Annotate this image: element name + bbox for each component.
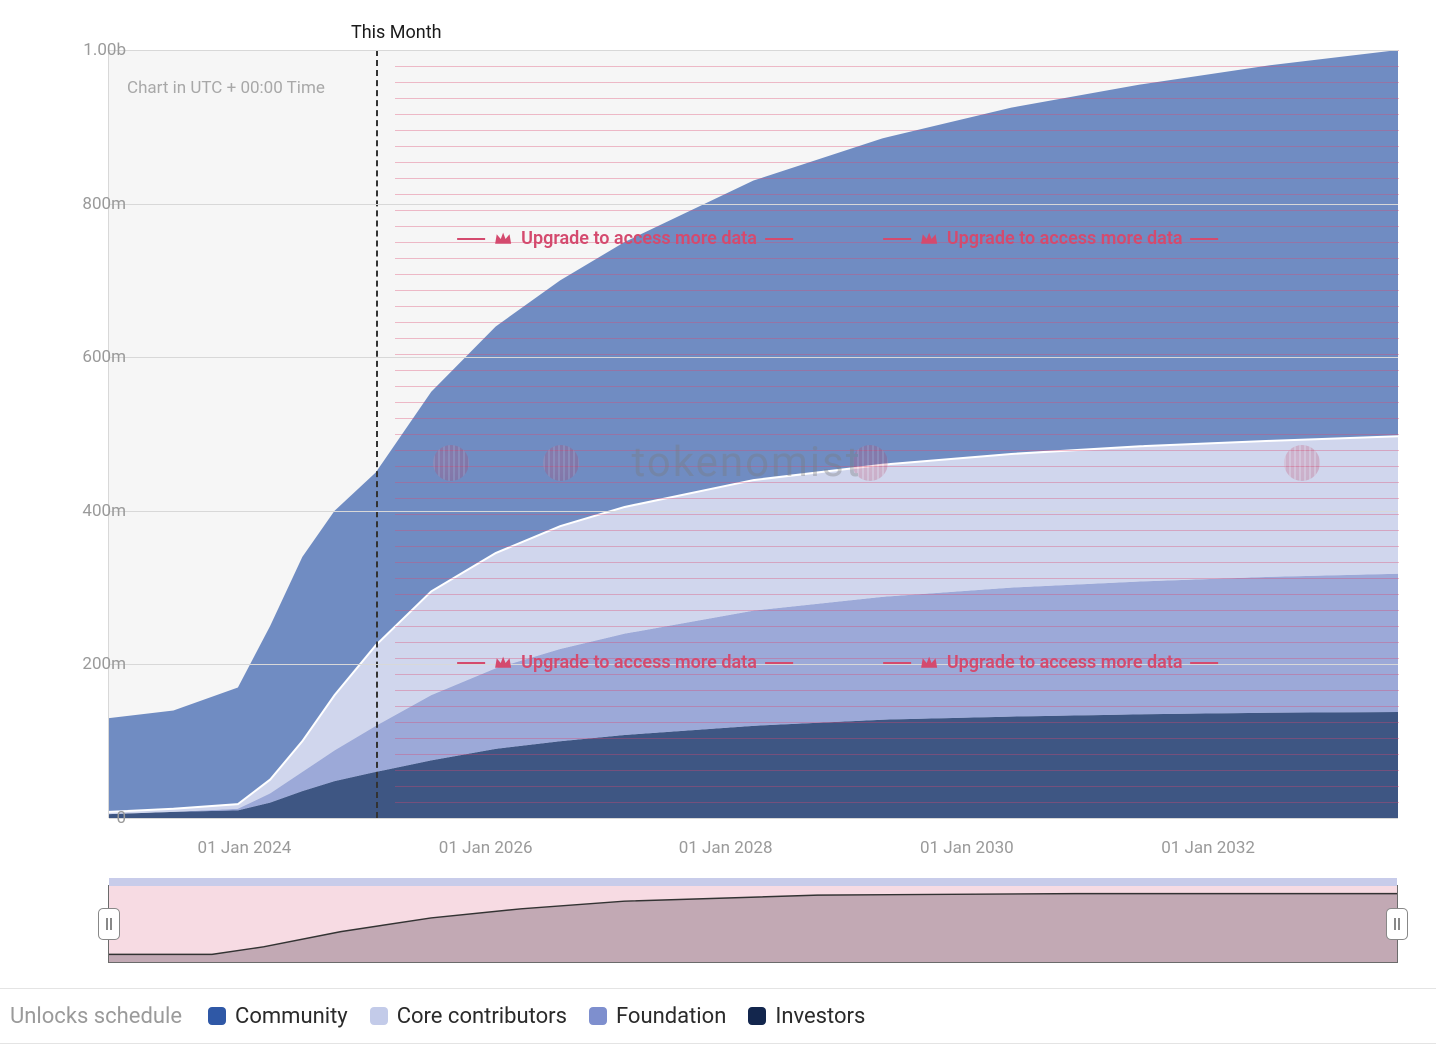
y-axis-tick: 800m <box>46 194 126 214</box>
x-axis-tick: 01 Jan 2026 <box>439 838 533 858</box>
upgrade-cta-text: Upgrade to access more data <box>521 652 757 673</box>
gridline <box>109 204 1398 205</box>
this-month-label: This Month <box>351 22 442 43</box>
legend-label: Foundation <box>616 1004 726 1029</box>
legend-title: Unlocks schedule <box>10 1004 182 1029</box>
crown-icon <box>919 655 939 671</box>
legend-label: Core contributors <box>397 1004 567 1029</box>
x-axis-tick: 01 Jan 2032 <box>1161 838 1255 858</box>
navigator-top-strip <box>109 878 1397 886</box>
gridline <box>109 50 1398 51</box>
upgrade-cta-text: Upgrade to access more data <box>947 228 1183 249</box>
gridline <box>109 511 1398 512</box>
y-axis-tick: 0 <box>46 808 126 828</box>
this-month-vline <box>376 50 378 818</box>
legend-swatch <box>370 1007 388 1025</box>
crown-icon <box>493 655 513 671</box>
navigator-handle-right[interactable] <box>1386 908 1408 940</box>
legend-label: Community <box>235 1004 348 1029</box>
plot-area[interactable]: Chart in UTC + 00:00 Time tokenomist 01 … <box>108 50 1398 818</box>
gridline <box>109 357 1398 358</box>
chart-container: This Month Chart in UTC + 00:00 Time tok… <box>10 10 1426 980</box>
upgrade-cta-text: Upgrade to access more data <box>521 228 757 249</box>
utc-timezone-note: Chart in UTC + 00:00 Time <box>127 78 325 98</box>
legend-swatch <box>589 1007 607 1025</box>
upgrade-cta[interactable]: Upgrade to access more data <box>457 652 793 673</box>
y-axis-tick: 600m <box>46 347 126 367</box>
upgrade-cta[interactable]: Upgrade to access more data <box>883 652 1219 673</box>
legend-label: Investors <box>775 1004 865 1029</box>
x-axis-tick: 01 Jan 2028 <box>679 838 773 858</box>
y-axis-tick: 400m <box>46 501 126 521</box>
legend-swatch <box>208 1007 226 1025</box>
legend-item[interactable]: Core contributors <box>370 1004 567 1029</box>
x-axis-tick: 01 Jan 2030 <box>920 838 1014 858</box>
gridline <box>109 818 1398 819</box>
stacked-area-svg <box>109 50 1398 818</box>
crown-icon <box>919 231 939 247</box>
legend-item[interactable]: Investors <box>748 1004 865 1029</box>
navigator-handle-left[interactable] <box>98 908 120 940</box>
x-axis-tick: 01 Jan 2024 <box>198 838 292 858</box>
legend: Unlocks schedule Community Core contribut… <box>0 988 1436 1044</box>
y-axis-tick: 200m <box>46 654 126 674</box>
range-navigator[interactable] <box>108 885 1398 963</box>
upgrade-cta[interactable]: Upgrade to access more data <box>883 228 1219 249</box>
upgrade-cta-text: Upgrade to access more data <box>947 652 1183 673</box>
upgrade-cta[interactable]: Upgrade to access more data <box>457 228 793 249</box>
legend-swatch <box>748 1007 766 1025</box>
y-axis-tick: 1.00b <box>46 40 126 60</box>
legend-item[interactable]: Community <box>208 1004 348 1029</box>
navigator-svg <box>109 886 1397 962</box>
legend-item[interactable]: Foundation <box>589 1004 726 1029</box>
crown-icon <box>493 231 513 247</box>
